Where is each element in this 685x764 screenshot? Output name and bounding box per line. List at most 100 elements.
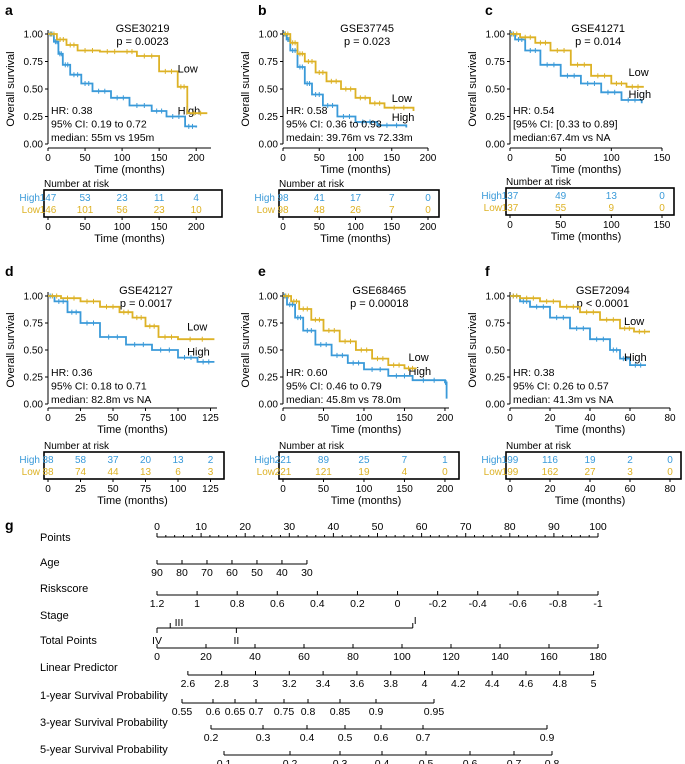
risk-count-high: 53 xyxy=(79,193,91,204)
stat-line: median: 55m vs 195m xyxy=(51,132,155,144)
nomogram-tick-label: 60 xyxy=(416,521,428,533)
curve-label-high: High xyxy=(624,352,647,364)
nomogram-tick-label: 0.7 xyxy=(249,706,264,718)
risk-count-high: 0 xyxy=(659,191,665,202)
panel-letter: d xyxy=(5,263,14,279)
risk-x-tick-label: 100 xyxy=(347,222,364,233)
risk-x-tick-label: 150 xyxy=(383,222,400,233)
x-tick-label: 0 xyxy=(507,153,513,164)
risk-x-axis-label: Time (months) xyxy=(331,495,402,507)
risk-count-low: 199 xyxy=(502,467,519,478)
nomogram-tick-label: 80 xyxy=(176,567,188,579)
y-tick-label: 0.50 xyxy=(24,85,44,96)
nomogram-tick-label: 0.2 xyxy=(204,732,219,744)
nomogram-tick-label: 90 xyxy=(151,567,163,579)
nomogram-row-label: Riskscore xyxy=(40,583,88,595)
risk-count-low: 27 xyxy=(584,467,596,478)
nomogram-tick-label: 2.6 xyxy=(181,678,196,690)
nomogram-tick-label: 3.4 xyxy=(316,678,331,690)
y-axis-label: Overall survival xyxy=(467,312,479,387)
nomogram-tick-label: 40 xyxy=(276,567,288,579)
x-axis-label: Time (months) xyxy=(97,424,168,436)
x-tick-label: 75 xyxy=(140,413,152,424)
curve-label-high: High xyxy=(629,89,652,101)
risk-count-low: 162 xyxy=(542,467,559,478)
panel-letter: c xyxy=(485,2,493,18)
risk-count-low: 6 xyxy=(175,467,181,478)
km-curve-low xyxy=(48,33,208,115)
risk-count-low: 146 xyxy=(40,205,57,216)
nomogram-tick-label: 100 xyxy=(393,651,411,663)
x-tick-label: 60 xyxy=(624,413,636,424)
y-tick-label: 0.50 xyxy=(24,346,44,357)
nomogram-tick-label: 60 xyxy=(298,651,310,663)
km-curve-high xyxy=(510,295,646,366)
curve-label-low: Low xyxy=(409,352,429,364)
nomogram-tick-label: 0.2 xyxy=(350,598,365,610)
x-tick-label: 100 xyxy=(170,413,187,424)
curve-label-high: High xyxy=(187,346,210,358)
risk-group-high: High xyxy=(481,455,502,466)
risk-group-high: High xyxy=(19,455,40,466)
stat-line: HR: 0.38 xyxy=(513,367,555,379)
nomogram-tick-label: 0.9 xyxy=(369,706,384,718)
nomogram-tick-label: 3.8 xyxy=(383,678,398,690)
p-value: p = 0.0023 xyxy=(116,36,168,48)
risk-group-high: High xyxy=(254,455,275,466)
risk-count-high: 199 xyxy=(502,455,519,466)
y-tick-label: 0.00 xyxy=(486,400,506,411)
risk-count-high: 17 xyxy=(350,193,362,204)
risk-count-low: 98 xyxy=(277,205,289,216)
risk-count-low: 0 xyxy=(667,467,673,478)
panel-letter: a xyxy=(5,2,13,18)
risk-count-high: 147 xyxy=(40,193,57,204)
nomogram-tick-label: 40 xyxy=(328,521,340,533)
chart-title: GSE72094 xyxy=(576,285,630,297)
risk-count-high: 11 xyxy=(154,193,165,204)
y-axis-label: Overall survival xyxy=(5,312,17,387)
km-curve-high xyxy=(48,33,198,128)
risk-group-low: Low xyxy=(22,205,41,216)
stat-line: 95% CI: 0.18 to 0.71 xyxy=(51,381,147,393)
nomogram-tick-label: 4 xyxy=(422,678,428,690)
nomogram-tick-label: -0.4 xyxy=(469,598,487,610)
x-tick-label: 0 xyxy=(280,153,286,164)
nomogram-tick-label: 0.65 xyxy=(225,706,246,718)
nomogram-row-label: Linear Predictor xyxy=(40,662,118,674)
nomogram-tick-label: 0.3 xyxy=(256,732,271,744)
risk-x-tick-label: 125 xyxy=(202,484,219,495)
risk-count-high: 7 xyxy=(402,455,408,466)
x-tick-label: 150 xyxy=(383,153,400,164)
stat-line: 95% CI: 0.36 to 0.93 xyxy=(286,119,382,131)
risk-x-tick-label: 100 xyxy=(114,222,131,233)
nomogram-tick-label: 0.8 xyxy=(301,706,316,718)
nomogram-tick-label: -0.8 xyxy=(549,598,567,610)
risk-count-low: 4 xyxy=(402,467,408,478)
nomogram-row-label: Stage xyxy=(40,610,69,622)
km-curve-low xyxy=(510,295,650,333)
risk-table-title: Number at risk xyxy=(44,441,110,452)
p-value: p = 0.00018 xyxy=(350,298,408,310)
risk-x-tick-label: 50 xyxy=(318,484,330,495)
risk-table-box xyxy=(43,189,223,218)
risk-count-low: 137 xyxy=(502,203,519,214)
risk-count-low: 88 xyxy=(42,467,54,478)
y-tick-label: 1.00 xyxy=(486,292,506,303)
risk-count-high: 20 xyxy=(140,455,152,466)
x-tick-label: 50 xyxy=(79,153,91,164)
risk-x-axis-label: Time (months) xyxy=(94,233,165,245)
nomogram-tick-label: 50 xyxy=(251,567,263,579)
stat-line: HR: 0.58 xyxy=(286,105,328,117)
nomogram-tick-label: -0.2 xyxy=(429,598,447,610)
risk-count-low: 23 xyxy=(154,205,166,216)
risk-table-title: Number at risk xyxy=(279,179,345,190)
stat-line: median: 45.8m vs 78.0m xyxy=(286,394,401,406)
risk-table-title: Number at risk xyxy=(506,441,572,452)
risk-count-low: 121 xyxy=(315,467,332,478)
nomogram-tick-label: 0.85 xyxy=(330,706,351,718)
nomogram-tick-label: 2.8 xyxy=(214,678,229,690)
nomogram-tick-label: 160 xyxy=(540,651,558,663)
nomogram-tick-label: 1.2 xyxy=(150,598,165,610)
y-tick-label: 0.00 xyxy=(24,400,44,411)
nomogram-tick-label: 0.7 xyxy=(507,758,522,764)
